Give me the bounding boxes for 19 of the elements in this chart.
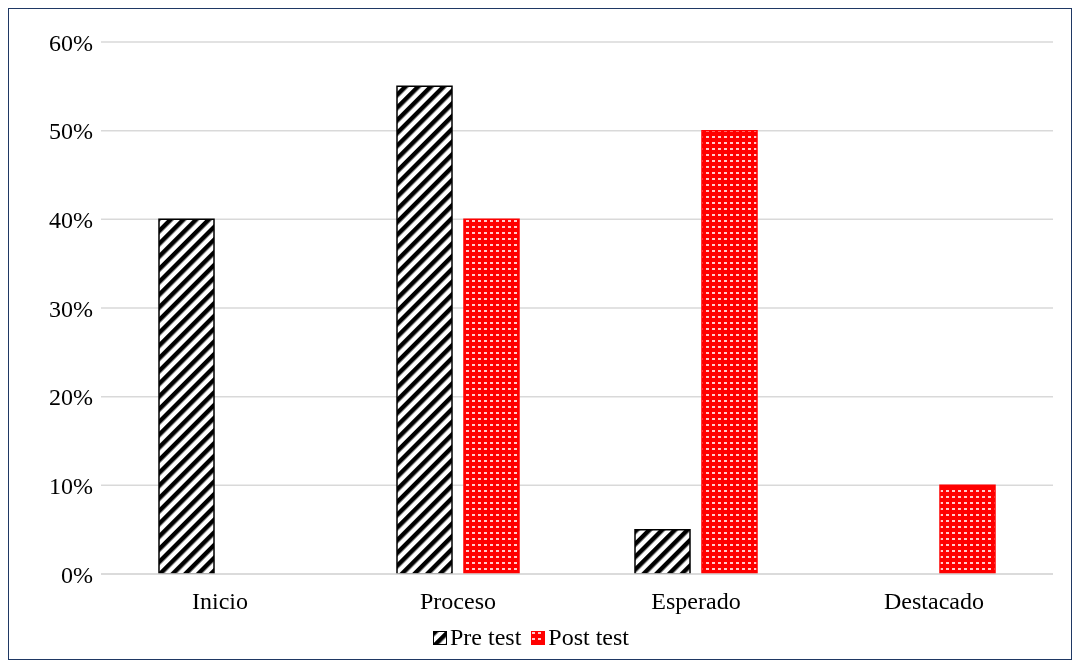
y-tick-label: 30%	[49, 295, 93, 322]
bar	[701, 129, 758, 574]
legend-label: Post test	[548, 624, 629, 651]
legend-label: Pre test	[449, 624, 522, 651]
y-tick-label: 0%	[61, 561, 93, 588]
y-tick-label: 60%	[49, 29, 93, 56]
bar	[463, 218, 520, 574]
bar	[939, 484, 996, 574]
x-tick-label: Esperado	[651, 588, 741, 615]
x-tick-label: Proceso	[420, 588, 496, 615]
x-tick-label: Inicio	[192, 588, 248, 615]
y-tick-label: 20%	[49, 384, 93, 411]
y-tick-label: 40%	[49, 206, 93, 233]
bar	[634, 528, 691, 574]
x-tick-label: Destacado	[884, 588, 984, 615]
bar	[396, 85, 453, 574]
y-tick-label: 10%	[49, 472, 93, 499]
bar	[158, 218, 215, 574]
y-tick-label: 50%	[49, 118, 93, 145]
